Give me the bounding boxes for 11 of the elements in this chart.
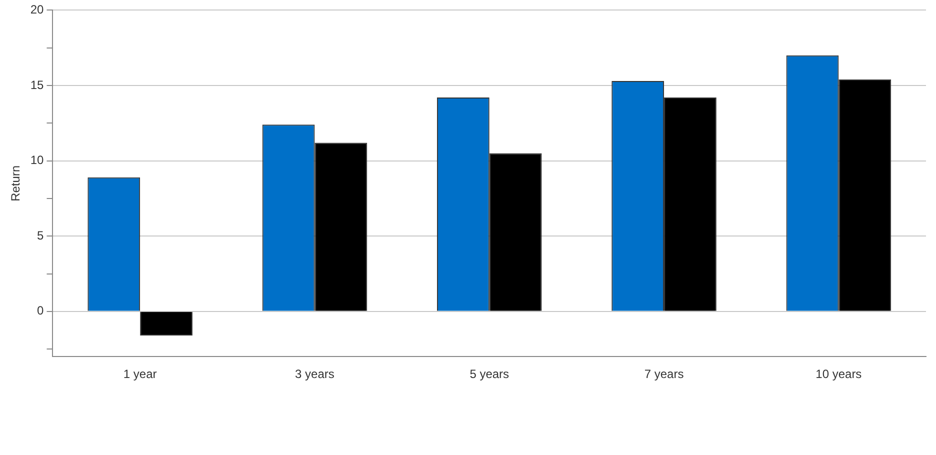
x-tick-label: 5 years: [470, 367, 510, 382]
x-tick-label: 10 years: [816, 367, 862, 382]
x-tick-label: 3 years: [295, 367, 334, 382]
y-tick-label: 15: [30, 78, 44, 92]
x-tick-label: 7 years: [644, 367, 684, 382]
y-axis-title: Return: [8, 165, 23, 202]
y-tick-label: 5: [37, 228, 44, 242]
y-tick-label: 10: [30, 153, 44, 168]
x-tick-label: 1 year: [123, 367, 157, 382]
y-tick-label: 20: [30, 2, 44, 17]
y-tick-label: 0: [37, 304, 44, 318]
